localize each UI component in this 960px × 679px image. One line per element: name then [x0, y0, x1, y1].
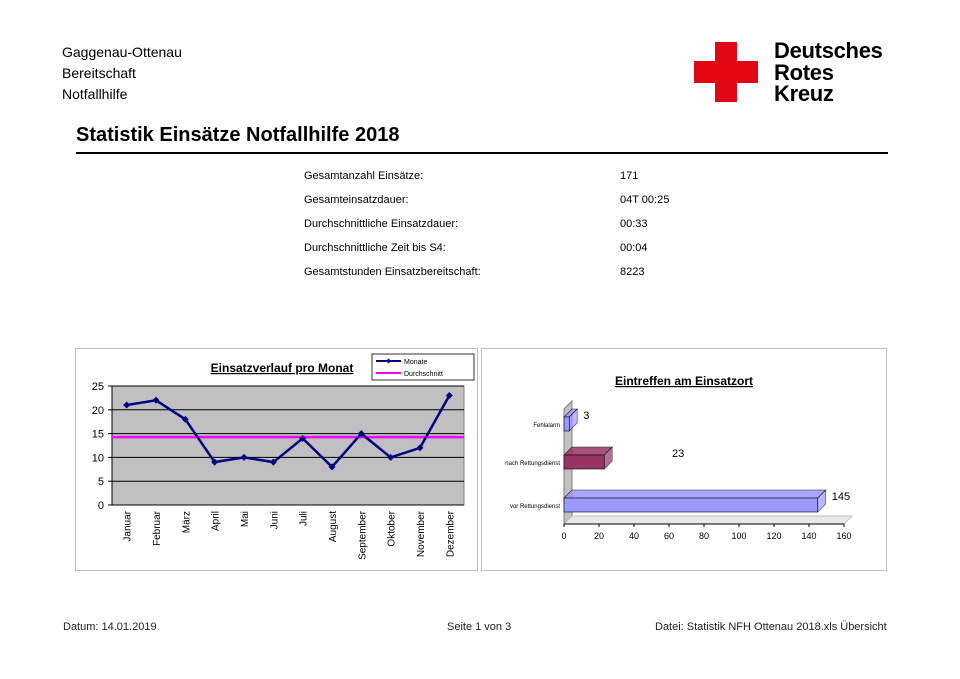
stat-label: Durchschnittliche Zeit bis S4: [304, 242, 446, 254]
x-tick-label: August [328, 511, 339, 542]
footer-date: Datum: 14.01.2019 [63, 621, 157, 633]
x-tick-label: April [211, 511, 222, 531]
x-tick-label: 60 [664, 531, 674, 541]
data-point [357, 430, 365, 438]
arrival-bar-chart: Eintreffen am Einsatzort 0 20 40 60 80 100 120 1… [481, 348, 887, 571]
category-label: vor Rettungsdienst [510, 504, 560, 510]
x-tick-label: Oktober [387, 510, 398, 546]
x-tick-label: 120 [766, 531, 781, 541]
y-tick-label: 0 [98, 500, 104, 512]
org-line: Bereitschaft [62, 65, 136, 81]
y-tick-label: 25 [92, 381, 104, 393]
y-tick-label: 5 [98, 476, 104, 488]
x-tick-label: 160 [836, 531, 851, 541]
x-tick-label: März [181, 511, 192, 533]
x-tick-label: 80 [699, 531, 709, 541]
x-tick-label: Dezember [445, 510, 456, 557]
stat-label: Gesamtanzahl Einsätze: [304, 170, 424, 182]
bar [563, 497, 819, 513]
data-point [240, 453, 248, 461]
x-tick-label: 0 [561, 531, 566, 541]
org-line: Gaggenau-Ottenau [62, 44, 182, 60]
chart-title: Eintreffen am Einsatzort [615, 374, 753, 388]
monthly-line-chart: 0 5 10 15 20 25 Januar Februar März April Mai Juni J… [75, 348, 478, 571]
stat-value: 04T 00:25 [620, 194, 670, 206]
footer-file: Datei: Statistik NFH Ottenau 2018.xls Üb… [655, 621, 887, 633]
x-tick-label: Juli [299, 511, 310, 526]
x-tick-label: September [357, 510, 368, 560]
data-point [387, 453, 395, 461]
data-point [211, 458, 219, 466]
y-tick-label: 20 [92, 405, 104, 417]
x-tick-label: Februar [152, 510, 163, 546]
red-cross-icon-bar [694, 61, 758, 83]
y-tick-label: 15 [92, 429, 104, 441]
data-label: 145 [832, 491, 850, 503]
logo-text: Deutsches Rotes Kreuz [774, 38, 883, 106]
data-point [269, 458, 277, 466]
category-label: Fehlalarm [533, 423, 560, 429]
drk-logo: Deutsches Rotes Kreuz [694, 38, 904, 106]
x-tick-label: 140 [801, 531, 816, 541]
data-label: 23 [672, 448, 684, 460]
stat-value: 00:33 [620, 218, 648, 230]
bar-chart-svg: Eintreffen am Einsatzort 0 20 40 60 80 100 120 1… [505, 374, 854, 541]
organization-name: Gaggenau-Ottenau Bereitschaft Notfallhil… [62, 42, 182, 105]
legend-label: Durchschnitt [404, 371, 443, 378]
data-label: 3 [583, 410, 589, 422]
x-tick-label: Mai [240, 511, 251, 527]
category-label: nach Rettungsdienst [505, 461, 560, 467]
stat-label: Durchschnittliche Einsatzdauer: [304, 218, 459, 230]
stat-value: 171 [620, 170, 639, 182]
data-point [328, 463, 336, 471]
bar-top [563, 489, 827, 499]
x-tick-label: Juni [269, 511, 280, 529]
data-point [181, 415, 189, 423]
plot-area [111, 385, 465, 506]
org-line: Notfallhilfe [62, 86, 128, 102]
data-point [299, 434, 307, 442]
stat-label: Gesamtstunden Einsatzbereitschaft: [304, 266, 481, 278]
bar [563, 416, 570, 432]
data-point [152, 396, 160, 404]
chart-legend: Monate Durchschnitt [371, 353, 475, 381]
legend-label: Monate [404, 359, 427, 366]
bar-top [563, 446, 613, 456]
series-line-monate [126, 394, 451, 469]
legend-marker [386, 358, 391, 364]
data-point [123, 401, 131, 409]
y-tick-label: 10 [92, 452, 104, 464]
bar [563, 454, 605, 470]
data-point [416, 444, 424, 452]
chart-title: Einsatzverlauf pro Monat [211, 361, 354, 375]
x-tick-label: 40 [629, 531, 639, 541]
x-tick-label: 100 [731, 531, 746, 541]
data-point [445, 392, 453, 400]
stat-value: 00:04 [620, 242, 648, 254]
stat-value: 8223 [620, 266, 645, 278]
x-tick-label: Januar [123, 510, 134, 541]
chart-floor [562, 515, 854, 525]
title-divider [76, 152, 888, 154]
x-tick-label: 20 [594, 531, 604, 541]
footer-page: Seite 1 von 3 [447, 621, 512, 633]
line-chart-svg: 0 5 10 15 20 25 Januar Februar März April Mai Juni J… [92, 353, 475, 560]
legend-box [371, 353, 475, 381]
x-tick-label: November [416, 510, 427, 557]
stat-label: Gesamteinsatzdauer: [304, 194, 409, 206]
page-title: Statistik Einsätze Notfallhilfe 2018 [76, 124, 400, 146]
